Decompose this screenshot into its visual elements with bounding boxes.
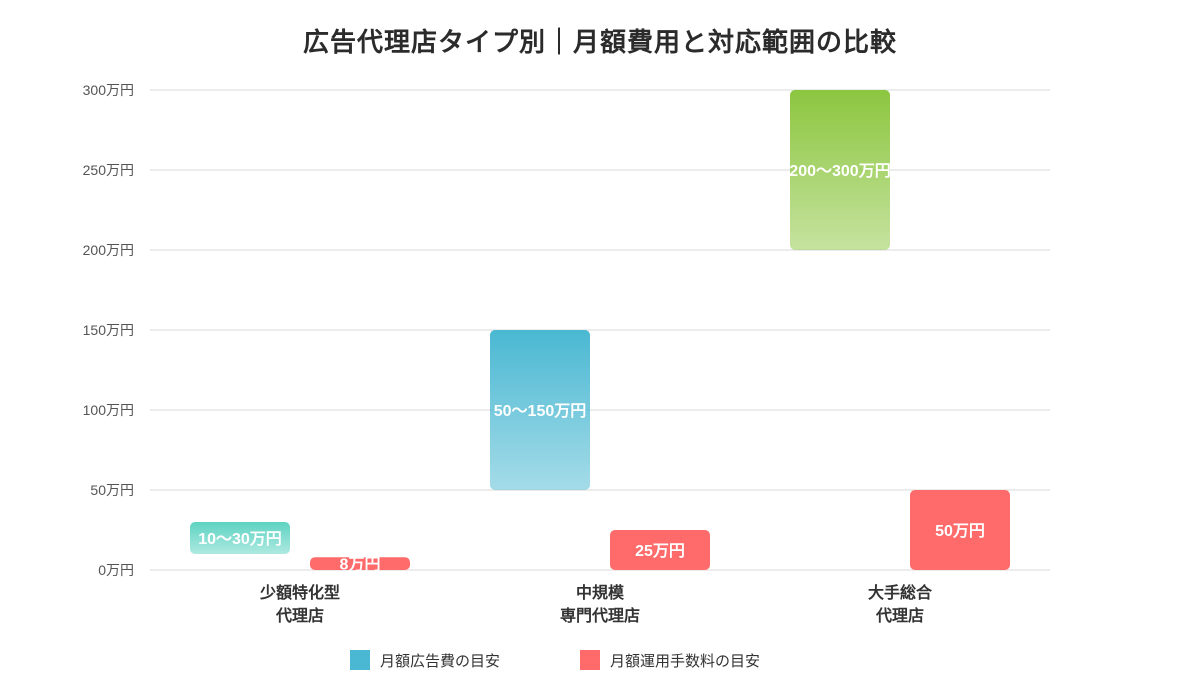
y-tick-label: 100万円 <box>83 402 134 418</box>
y-tick-label: 250万円 <box>83 162 134 178</box>
legend-swatch-ad-cost <box>350 650 370 670</box>
y-tick-label: 200万円 <box>83 242 134 258</box>
legend-item-ad-cost: 月額広告費の目安 <box>350 648 500 672</box>
x-category-label: 代理店 <box>875 606 924 625</box>
x-category-label: 少額特化型 <box>259 583 340 602</box>
x-category-label: 専門代理店 <box>560 606 640 625</box>
y-tick-label: 300万円 <box>83 82 134 98</box>
x-category-label: 中規模 <box>576 583 625 602</box>
data-label: 200〜300万円 <box>789 162 890 180</box>
bar-ad-cost <box>190 522 290 554</box>
data-label: 10〜30万円 <box>198 530 282 548</box>
bar-ad-cost <box>490 330 590 490</box>
legend: 月額広告費の目安 月額運用手数料の目安 <box>0 648 1200 672</box>
bar-ad-cost <box>790 90 890 250</box>
y-tick-label: 150万円 <box>83 322 134 338</box>
x-category-label: 大手総合 <box>868 583 933 602</box>
legend-label-ad-cost: 月額広告費の目安 <box>380 652 501 670</box>
bar-fee <box>910 490 1010 570</box>
bar-fee <box>610 530 710 570</box>
chart-title: 広告代理店タイプ別｜月額費用と対応範囲の比較 <box>302 27 897 57</box>
x-category-label: 代理店 <box>275 606 324 625</box>
data-label: 25万円 <box>635 542 685 560</box>
data-label: 8万円 <box>340 556 381 574</box>
data-label: 50〜150万円 <box>494 402 587 420</box>
legend-swatch-fee <box>580 650 600 670</box>
y-tick-label: 0万円 <box>98 562 134 578</box>
bar-fee <box>310 557 410 570</box>
legend-label-fee: 月額運用手数料の目安 <box>610 652 761 670</box>
y-tick-label: 50万円 <box>90 482 134 498</box>
legend-item-fee: 月額運用手数料の目安 <box>580 648 760 672</box>
data-label: 50万円 <box>935 522 985 540</box>
